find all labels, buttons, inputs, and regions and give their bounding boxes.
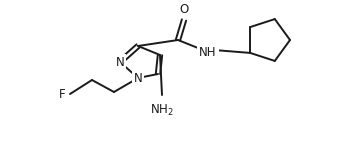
Text: NH$_2$: NH$_2$ [150,103,174,118]
Text: N: N [134,72,142,84]
Text: N: N [116,56,124,69]
Text: F: F [60,87,66,100]
Text: O: O [179,3,189,16]
Text: NH: NH [199,45,217,58]
